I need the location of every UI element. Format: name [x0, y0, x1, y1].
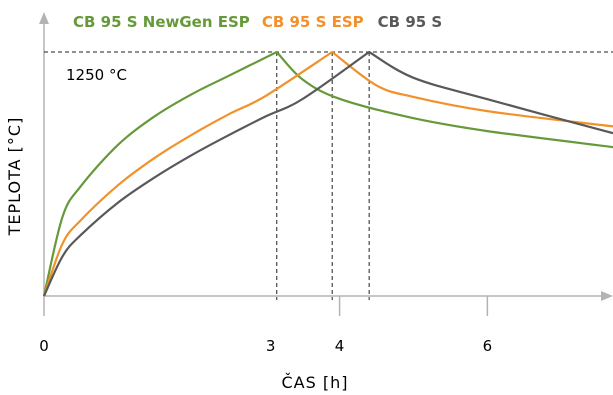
y-axis-label: TEPLOTA [°C] — [5, 117, 24, 237]
x-axis-label: ČAS [h] — [282, 373, 349, 392]
labels: 0 4 6 3 1250 °C ČAS [h] TEPLOTA [°C] — [5, 66, 492, 392]
guides — [44, 51, 613, 300]
series-line-cb-95-s-esp — [42, 50, 613, 297]
legend: CB 95 S NewGen ESP CB 95 S ESP CB 95 S — [73, 13, 442, 31]
x-tick-label-6: 6 — [483, 337, 493, 355]
legend-entry-cb-95-s: CB 95 S — [378, 13, 443, 31]
axes — [39, 12, 613, 316]
x-axis-arrow — [601, 291, 613, 301]
x-peak-label-3: 3 — [266, 337, 276, 355]
max-temperature-label: 1250 °C — [66, 66, 127, 84]
y-axis-arrow — [39, 12, 49, 24]
legend-entry-cb-95-s-newgen-esp: CB 95 S NewGen ESP — [73, 13, 250, 31]
x-tick-label-0: 0 — [39, 337, 49, 355]
x-tick-label-4: 4 — [335, 337, 345, 355]
series-line-cb-95-s — [43, 50, 613, 297]
legend-entry-cb-95-s-esp: CB 95 S ESP — [262, 13, 364, 31]
series-lines — [42, 50, 613, 297]
series-line-cb-95-s-newgen-esp — [42, 50, 613, 297]
